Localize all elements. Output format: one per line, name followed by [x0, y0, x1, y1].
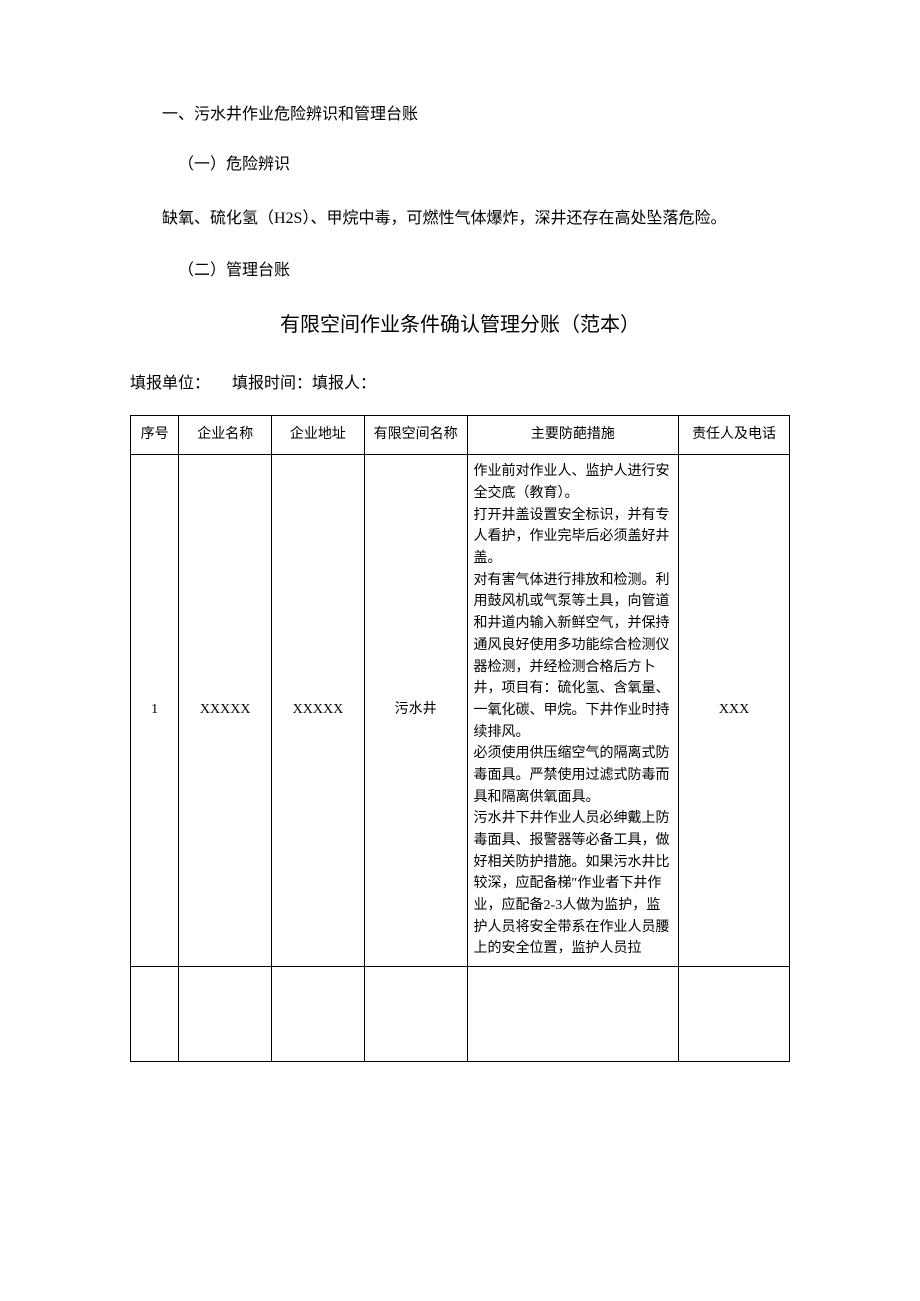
- table-title: 有限空间作业条件确认管理分账（范本）: [130, 306, 790, 344]
- cell-empty: [467, 967, 679, 1062]
- cell-seq: 1: [131, 455, 179, 967]
- th-company-addr: 企业地址: [272, 415, 365, 455]
- th-space-name: 有限空间名称: [364, 415, 467, 455]
- table-row: 1 XXXXX XXXXX 污水井 作业前对作业人、监护人进行安全交底（教育）。…: [131, 455, 790, 967]
- cell-empty: [131, 967, 179, 1062]
- cell-empty: [364, 967, 467, 1062]
- meta-unit-label: 填报单位：: [130, 369, 210, 399]
- cell-measures: 作业前对作业人、监护人进行安全交底（教育）。 打开井盖设置安全标识，并有专人看护…: [467, 455, 679, 967]
- cell-empty: [272, 967, 365, 1062]
- cell-company-name: XXXXX: [179, 455, 272, 967]
- meta-person-label: 填报人：: [312, 369, 376, 399]
- cell-empty: [179, 967, 272, 1062]
- th-responsible: 责任人及电话: [679, 415, 790, 455]
- th-measures: 主要防葩措施: [467, 415, 679, 455]
- cell-empty: [679, 967, 790, 1062]
- table-row-empty: [131, 967, 790, 1062]
- cell-responsible: XXX: [679, 455, 790, 967]
- cell-company-addr: XXXXX: [272, 455, 365, 967]
- ledger-table: 序号 企业名称 企业地址 有限空间名称 主要防葩措施 责任人及电话 1 XXXX…: [130, 415, 790, 1062]
- cell-space-name: 污水井: [364, 455, 467, 967]
- heading-sub2: （二）管理台账: [130, 256, 790, 286]
- table-header-row: 序号 企业名称 企业地址 有限空间名称 主要防葩措施 责任人及电话: [131, 415, 790, 455]
- th-company-name: 企业名称: [179, 415, 272, 455]
- heading-sub1: （一）危险辨识: [130, 150, 790, 180]
- th-seq: 序号: [131, 415, 179, 455]
- heading-main: 一、污水井作业危险辨识和管理台账: [130, 100, 790, 130]
- form-meta: 填报单位： 填报时间：填报人：: [130, 369, 790, 399]
- hazard-description: 缺氧、硫化氢（H2S）、甲烷中毒，可燃性气体爆炸，深井还存在高处坠落危险。: [130, 201, 790, 236]
- meta-time-label: 填报时间：: [232, 369, 312, 399]
